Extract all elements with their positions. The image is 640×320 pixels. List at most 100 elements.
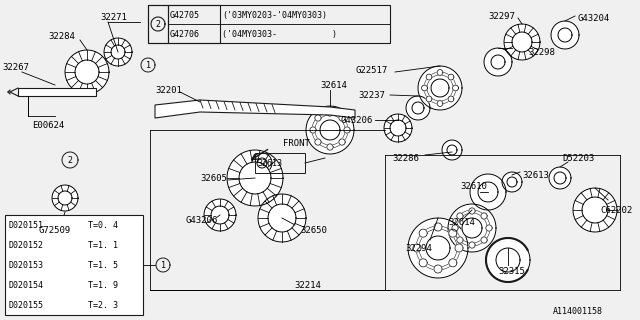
Polygon shape <box>422 85 428 91</box>
Polygon shape <box>549 167 571 189</box>
Polygon shape <box>448 204 496 252</box>
Polygon shape <box>104 38 132 66</box>
Polygon shape <box>390 120 406 136</box>
Polygon shape <box>252 153 272 173</box>
Polygon shape <box>75 60 99 84</box>
Polygon shape <box>502 172 522 192</box>
Polygon shape <box>413 244 421 252</box>
Text: G22517: G22517 <box>355 66 387 75</box>
Polygon shape <box>448 96 454 102</box>
Text: 32614: 32614 <box>448 218 475 227</box>
Polygon shape <box>306 106 354 154</box>
Polygon shape <box>434 265 442 273</box>
Polygon shape <box>469 242 475 248</box>
Polygon shape <box>455 244 463 252</box>
Polygon shape <box>315 139 321 145</box>
Text: T=0. 4: T=0. 4 <box>88 220 118 229</box>
Polygon shape <box>327 144 333 150</box>
Polygon shape <box>52 185 78 211</box>
Polygon shape <box>412 102 424 114</box>
Text: 32605: 32605 <box>200 173 227 182</box>
Text: ('04MY0303-           ): ('04MY0303- ) <box>222 29 337 38</box>
Text: 1: 1 <box>145 60 150 69</box>
Text: 32237: 32237 <box>358 91 385 100</box>
Bar <box>5 215 143 315</box>
Text: G72509: G72509 <box>38 226 70 235</box>
Text: G42705: G42705 <box>170 11 200 20</box>
Text: D020151: D020151 <box>8 220 43 229</box>
Polygon shape <box>434 223 442 231</box>
Polygon shape <box>431 79 449 97</box>
Polygon shape <box>437 69 443 76</box>
Polygon shape <box>448 74 454 80</box>
Text: 32613: 32613 <box>257 158 282 167</box>
Text: 32613: 32613 <box>522 171 549 180</box>
Bar <box>255 153 305 173</box>
Polygon shape <box>327 110 333 116</box>
Polygon shape <box>268 204 296 232</box>
Text: 32315: 32315 <box>498 268 525 276</box>
Polygon shape <box>484 48 512 76</box>
Polygon shape <box>258 194 306 242</box>
Text: 32214: 32214 <box>294 281 321 290</box>
Text: T=1. 1: T=1. 1 <box>88 241 118 250</box>
Text: G43206: G43206 <box>185 215 217 225</box>
Polygon shape <box>155 100 355 118</box>
Bar <box>148 5 168 43</box>
Polygon shape <box>481 237 487 243</box>
Polygon shape <box>582 197 608 223</box>
Polygon shape <box>339 139 345 145</box>
Polygon shape <box>315 115 321 121</box>
Text: 32284: 32284 <box>48 31 75 41</box>
Text: D020154: D020154 <box>8 281 43 290</box>
Text: FRONT: FRONT <box>283 139 310 148</box>
Text: 2: 2 <box>67 156 72 164</box>
Polygon shape <box>58 191 72 205</box>
Polygon shape <box>457 237 463 243</box>
Text: G42706: G42706 <box>170 29 200 38</box>
Polygon shape <box>426 74 432 80</box>
Polygon shape <box>419 259 428 267</box>
Polygon shape <box>478 182 498 202</box>
Polygon shape <box>406 96 430 120</box>
Polygon shape <box>462 218 482 238</box>
Text: 2: 2 <box>156 20 161 28</box>
Polygon shape <box>227 150 283 206</box>
Text: 32294: 32294 <box>405 244 432 252</box>
Polygon shape <box>384 114 412 142</box>
Text: ('03MY0203-'04MY0303): ('03MY0203-'04MY0303) <box>222 11 327 20</box>
Text: 32286: 32286 <box>392 154 419 163</box>
Polygon shape <box>239 162 271 194</box>
Polygon shape <box>418 66 462 110</box>
Polygon shape <box>211 206 229 224</box>
Text: 32267: 32267 <box>2 62 29 71</box>
Polygon shape <box>310 127 316 133</box>
Text: G43206: G43206 <box>340 116 372 124</box>
Text: C62202: C62202 <box>600 205 632 214</box>
Polygon shape <box>481 213 487 219</box>
Text: 32610: 32610 <box>460 181 487 190</box>
Polygon shape <box>486 238 530 282</box>
Text: T=2. 3: T=2. 3 <box>88 300 118 309</box>
Text: 32614: 32614 <box>320 81 347 90</box>
Text: 32298: 32298 <box>528 47 555 57</box>
Polygon shape <box>257 158 267 168</box>
Text: 32297: 32297 <box>488 12 515 20</box>
Polygon shape <box>496 248 520 272</box>
Polygon shape <box>512 32 532 52</box>
Text: D020153: D020153 <box>8 260 43 269</box>
Text: D52203: D52203 <box>562 154 595 163</box>
Text: D020155: D020155 <box>8 300 43 309</box>
Text: 32201: 32201 <box>155 85 182 94</box>
Bar <box>148 5 390 43</box>
Polygon shape <box>426 96 432 102</box>
Polygon shape <box>457 213 463 219</box>
Polygon shape <box>452 85 458 91</box>
Polygon shape <box>449 229 457 237</box>
Polygon shape <box>573 188 617 232</box>
Polygon shape <box>344 127 350 133</box>
Polygon shape <box>320 120 340 140</box>
Text: 32271: 32271 <box>100 12 127 21</box>
Polygon shape <box>504 24 540 60</box>
Text: T=1. 9: T=1. 9 <box>88 281 118 290</box>
